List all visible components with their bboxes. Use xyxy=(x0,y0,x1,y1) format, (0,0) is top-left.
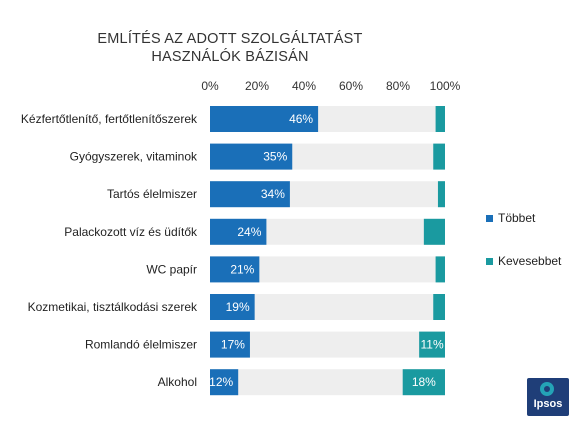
bar-kevesebbet xyxy=(433,143,445,170)
bar-tobbet xyxy=(210,181,290,208)
x-tick-label: 60% xyxy=(339,79,363,93)
legend-swatch-tobbet xyxy=(486,214,493,222)
category-label: Kozmetikai, tisztálkodási szerek xyxy=(28,300,198,314)
bar-tobbet xyxy=(210,331,250,358)
data-label-tobbet: 12% xyxy=(209,375,233,389)
legend-item-tobbet: Többet xyxy=(486,211,535,225)
legend-item-kevesebbet: Kevesebbet xyxy=(486,254,561,268)
x-tick-label: 0% xyxy=(201,79,219,93)
category-label: Romlandó élelmiszer xyxy=(85,338,197,352)
bar-tobbet xyxy=(210,143,293,170)
bar-kevesebbet xyxy=(402,369,445,396)
x-tick-label: 80% xyxy=(386,79,410,93)
data-label-tobbet: 19% xyxy=(226,300,250,314)
chart-title-line-1: EMLÍTÉS AZ ADOTT SZOLGÁLTATÁST xyxy=(97,31,363,47)
ipsos-logo: Ipsos xyxy=(527,378,569,416)
chart-title: EMLÍTÉS AZ ADOTT SZOLGÁLTATÁST HASZNÁLÓK… xyxy=(95,30,365,66)
bar-kevesebbet xyxy=(435,106,445,132)
data-label-tobbet: 34% xyxy=(261,187,285,201)
bar-kevesebbet xyxy=(435,256,445,283)
bar-tobbet xyxy=(210,218,267,245)
legend-swatch-kevesebbet xyxy=(486,257,493,265)
bar-kevesebbet xyxy=(433,294,445,320)
data-label-tobbet: 17% xyxy=(221,338,245,352)
bar-tobbet xyxy=(210,369,239,396)
chart-title-line-2: HASZNÁLÓK BÁZISÁN xyxy=(151,49,309,65)
data-label-tobbet: 21% xyxy=(230,262,254,276)
x-tick-label: 100% xyxy=(430,79,461,93)
bar-kevesebbet xyxy=(419,331,445,358)
category-label: Alkohol xyxy=(158,375,197,389)
x-tick-label: 20% xyxy=(245,79,269,93)
bar-tobbet xyxy=(210,294,255,320)
category-label: Tartós élelmiszer xyxy=(107,187,197,201)
category-label: Palackozott víz és üdítők xyxy=(64,225,198,239)
ipsos-logo-text: Ipsos xyxy=(533,398,563,410)
category-label: Gyógyszerek, vitaminok xyxy=(70,150,198,164)
data-label-kevesebbet: 11% xyxy=(421,338,444,352)
bar-kevesebbet xyxy=(423,218,445,245)
legend-label-tobbet: Többet xyxy=(498,211,536,225)
legend-label-kevesebbet: Kevesebbet xyxy=(498,254,562,268)
x-tick-label: 40% xyxy=(292,79,316,93)
bar-tobbet xyxy=(210,256,260,283)
category-label: Kézfertőtlenítő, fertőtlenítőszerek xyxy=(21,112,198,126)
data-label-kevesebbet: 18% xyxy=(412,375,436,389)
bar-kevesebbet xyxy=(437,181,445,208)
category-label: WC papír xyxy=(146,262,197,276)
data-label-tobbet: 24% xyxy=(237,225,261,239)
bar-tobbet xyxy=(210,106,319,132)
data-label-tobbet: 46% xyxy=(289,112,313,126)
data-label-tobbet: 35% xyxy=(263,150,287,164)
